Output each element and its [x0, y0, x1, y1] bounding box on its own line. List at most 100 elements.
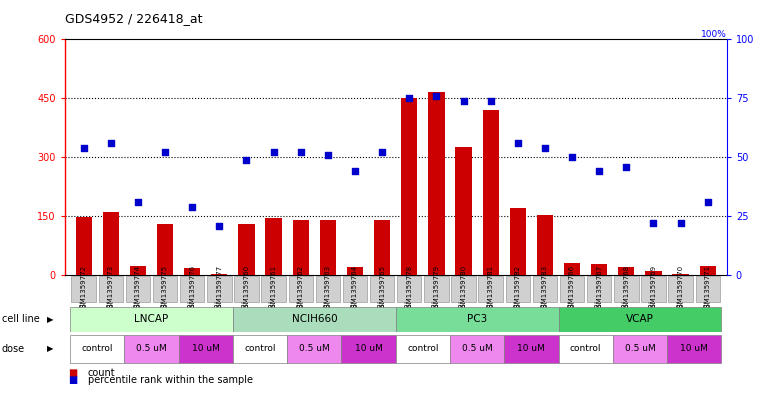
- Text: ■: ■: [68, 375, 78, 385]
- FancyBboxPatch shape: [288, 275, 313, 302]
- Point: [539, 145, 551, 151]
- FancyBboxPatch shape: [342, 335, 396, 363]
- Text: GSM1359780: GSM1359780: [460, 265, 466, 312]
- Text: GSM1359773: GSM1359773: [108, 265, 114, 312]
- FancyBboxPatch shape: [560, 275, 584, 302]
- Bar: [320, 220, 336, 275]
- Bar: [699, 266, 716, 275]
- Text: PC3: PC3: [467, 314, 487, 324]
- FancyBboxPatch shape: [424, 275, 449, 302]
- Bar: [428, 92, 444, 275]
- Text: GSM1359767: GSM1359767: [596, 265, 602, 312]
- FancyBboxPatch shape: [72, 275, 96, 302]
- Text: GSM1359765: GSM1359765: [379, 265, 385, 312]
- FancyBboxPatch shape: [234, 275, 259, 302]
- Text: GSM1359774: GSM1359774: [135, 265, 141, 312]
- Text: 10 uM: 10 uM: [192, 344, 220, 353]
- FancyBboxPatch shape: [396, 307, 559, 332]
- Bar: [673, 274, 689, 275]
- FancyBboxPatch shape: [451, 275, 476, 302]
- Text: GSM1359778: GSM1359778: [406, 265, 412, 312]
- Text: GSM1359782: GSM1359782: [515, 265, 521, 312]
- Text: GSM1359775: GSM1359775: [162, 265, 168, 312]
- FancyBboxPatch shape: [207, 275, 231, 302]
- Point: [485, 97, 497, 104]
- FancyBboxPatch shape: [233, 307, 396, 332]
- Text: dose: dose: [2, 344, 24, 354]
- Text: GSM1359762: GSM1359762: [298, 265, 304, 312]
- Bar: [266, 218, 282, 275]
- FancyBboxPatch shape: [479, 275, 503, 302]
- Bar: [401, 98, 418, 275]
- Bar: [184, 268, 200, 275]
- Bar: [482, 110, 498, 275]
- Text: 10 uM: 10 uM: [680, 344, 708, 353]
- Bar: [618, 267, 635, 275]
- Point: [511, 140, 524, 146]
- Text: GSM1359764: GSM1359764: [352, 265, 358, 312]
- Point: [78, 145, 90, 151]
- Text: GSM1359760: GSM1359760: [244, 265, 250, 312]
- FancyBboxPatch shape: [505, 275, 530, 302]
- Text: GSM1359772: GSM1359772: [81, 265, 87, 312]
- Text: 10 uM: 10 uM: [355, 344, 383, 353]
- Text: ■: ■: [68, 367, 78, 378]
- Text: cell line: cell line: [2, 314, 40, 324]
- Text: GSM1359771: GSM1359771: [705, 265, 711, 312]
- Point: [105, 140, 117, 146]
- Point: [132, 199, 144, 205]
- FancyBboxPatch shape: [70, 335, 124, 363]
- Text: percentile rank within the sample: percentile rank within the sample: [88, 375, 253, 385]
- Text: GSM1359779: GSM1359779: [434, 265, 439, 312]
- FancyBboxPatch shape: [370, 275, 394, 302]
- Point: [349, 168, 361, 174]
- FancyBboxPatch shape: [533, 275, 557, 302]
- Text: GSM1359768: GSM1359768: [623, 265, 629, 312]
- Text: GSM1359777: GSM1359777: [216, 265, 222, 312]
- FancyBboxPatch shape: [614, 275, 638, 302]
- Text: GSM1359781: GSM1359781: [488, 265, 494, 312]
- Text: 10 uM: 10 uM: [517, 344, 546, 353]
- Point: [566, 154, 578, 160]
- Bar: [455, 147, 472, 275]
- Text: LNCAP: LNCAP: [135, 314, 169, 324]
- FancyBboxPatch shape: [124, 335, 179, 363]
- Bar: [591, 264, 607, 275]
- Point: [403, 95, 416, 101]
- FancyBboxPatch shape: [316, 275, 340, 302]
- Text: control: control: [244, 344, 275, 353]
- Point: [457, 97, 470, 104]
- FancyBboxPatch shape: [262, 275, 286, 302]
- FancyBboxPatch shape: [126, 275, 150, 302]
- Text: GSM1359776: GSM1359776: [189, 265, 196, 312]
- FancyBboxPatch shape: [287, 335, 342, 363]
- FancyBboxPatch shape: [179, 335, 233, 363]
- Text: 100%: 100%: [701, 30, 727, 39]
- FancyBboxPatch shape: [642, 275, 666, 302]
- Text: 0.5 uM: 0.5 uM: [299, 344, 330, 353]
- Point: [702, 199, 714, 205]
- Point: [620, 163, 632, 170]
- FancyBboxPatch shape: [559, 335, 613, 363]
- FancyBboxPatch shape: [396, 335, 450, 363]
- Bar: [157, 224, 174, 275]
- FancyBboxPatch shape: [180, 275, 205, 302]
- Point: [648, 220, 660, 226]
- Bar: [564, 263, 580, 275]
- Text: count: count: [88, 367, 115, 378]
- Point: [186, 204, 199, 210]
- FancyBboxPatch shape: [397, 275, 422, 302]
- Text: GSM1359763: GSM1359763: [325, 265, 331, 312]
- Text: GSM1359769: GSM1359769: [651, 265, 657, 312]
- FancyBboxPatch shape: [587, 275, 611, 302]
- FancyBboxPatch shape: [233, 335, 287, 363]
- Point: [213, 222, 225, 229]
- Bar: [293, 220, 309, 275]
- Point: [593, 168, 605, 174]
- Bar: [537, 215, 553, 275]
- FancyBboxPatch shape: [667, 335, 721, 363]
- Text: GSM1359766: GSM1359766: [569, 265, 575, 312]
- Point: [430, 93, 442, 99]
- FancyBboxPatch shape: [696, 275, 720, 302]
- Bar: [347, 267, 363, 275]
